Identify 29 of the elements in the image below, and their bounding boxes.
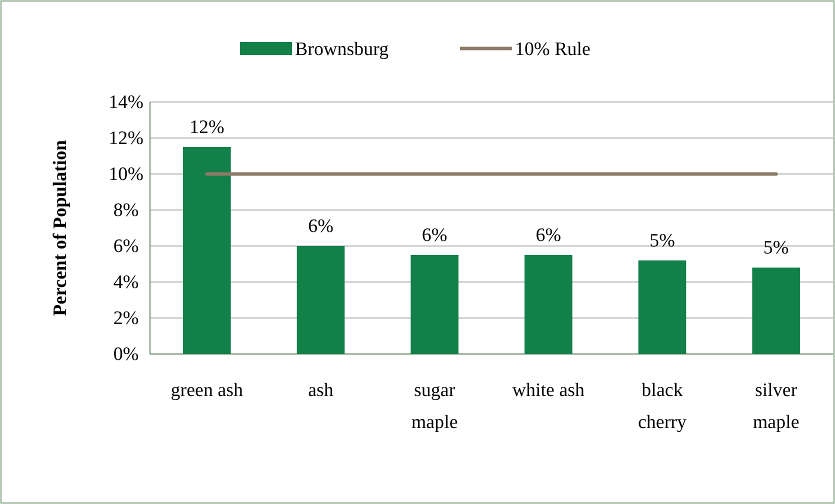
x-tick-label: white ash [512, 380, 586, 401]
y-tick-label: 0% [113, 344, 139, 365]
data-label: 6% [308, 216, 334, 237]
legend-label: 10% Rule [515, 39, 590, 60]
y-axis-title: Percent of Population [50, 140, 71, 316]
x-tick-label: ash [308, 380, 334, 401]
data-label: 6% [422, 225, 448, 246]
y-tick-label: 10% [108, 164, 144, 185]
data-label: 5% [763, 238, 789, 259]
data-label: 6% [536, 225, 562, 246]
y-tick-label: 2% [113, 308, 139, 329]
bar [183, 147, 231, 354]
y-tick-label: 6% [113, 236, 139, 257]
x-tick-label: sugar maple [411, 380, 458, 433]
bar [638, 260, 686, 354]
bar [752, 268, 800, 354]
x-tick-label: black cherry [638, 380, 688, 433]
data-label: 5% [650, 230, 676, 252]
bar [524, 255, 572, 354]
y-tick-label: 14% [108, 92, 144, 113]
bar [296, 246, 345, 354]
bar [410, 255, 458, 354]
x-tick-label: green ash [170, 380, 244, 401]
y-tick-label: 8% [113, 200, 139, 221]
x-tick-label: silver maple [752, 380, 800, 433]
y-tick-label: 4% [113, 272, 139, 293]
data-label: 12% [190, 117, 225, 138]
y-tick-label: 12% [108, 128, 144, 149]
legend-label: Brownsburg [295, 39, 390, 60]
